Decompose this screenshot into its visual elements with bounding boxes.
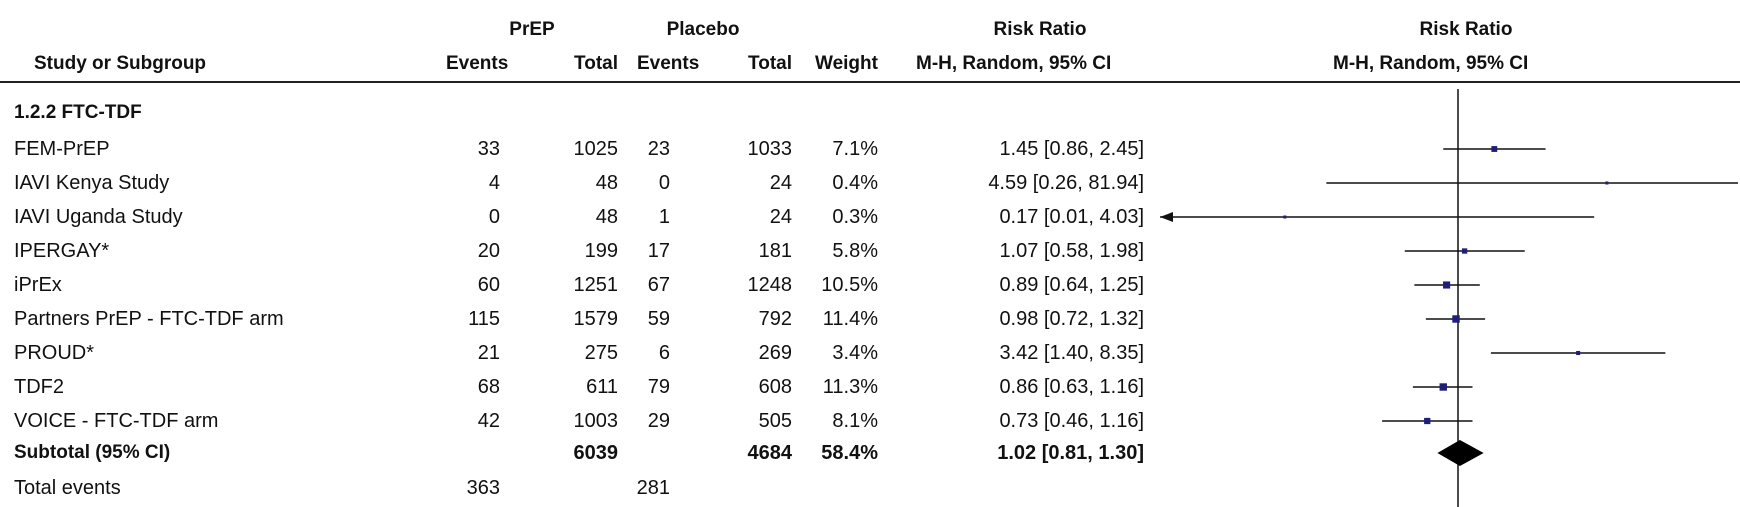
placebo-events: 29 [647,410,670,432]
effect-marker [1491,146,1498,152]
prep-total: 1251 [573,274,619,296]
prep-events: 33 [477,138,500,160]
study-weight: 5.8% [832,240,878,262]
study-weight: 7.1% [832,138,878,160]
prep-events: 60 [477,274,500,296]
study-name: PROUD* [14,342,95,364]
prep-events: 4 [488,172,500,194]
effect-marker [1461,248,1468,254]
subgroup-label: 1.2.2 FTC-TDF [14,102,142,123]
study-name: Partners PrEP - FTC-TDF arm [14,308,284,330]
study-name: TDF2 [14,376,64,398]
study-ci: 1.45 [0.86, 2.45] [999,138,1144,160]
prep-events: 115 [468,308,500,330]
ci-method-header: M-H, Random, 95% CI [916,53,1112,74]
placebo-events: 6 [658,342,670,364]
risk-ratio-plot-header: Risk Ratio [1419,19,1513,40]
ci-arrow-left [1160,212,1173,222]
effect-marker [1576,350,1581,356]
study-name: IAVI Kenya Study [14,172,170,194]
study-weight: 3.4% [832,342,878,364]
placebo-total: 792 [758,308,792,330]
weight-header: Weight [815,53,878,74]
subtotal-prep-total: 6039 [573,442,619,464]
placebo-events: 17 [647,240,670,262]
subtotal-weight: 58.4% [821,442,878,464]
prep-total: 611 [586,376,618,398]
study-name: IAVI Uganda Study [14,206,183,228]
study-name: FEM-PrEP [14,138,110,160]
placebo-total: 608 [758,376,792,398]
placebo-events: 1 [658,206,670,228]
placebo-group-header: Placebo [666,19,740,40]
placebo-events-header: Events [637,53,700,74]
study-ci: 1.07 [0.58, 1.98] [999,240,1144,262]
prep-total: 48 [595,172,618,194]
plot-method-header: M-H, Random, 95% CI [1333,53,1529,74]
pooled-diamond [1437,440,1484,466]
placebo-total: 24 [769,172,792,194]
prep-total: 1003 [573,410,619,432]
placebo-events: 59 [647,308,670,330]
prep-total-header: Total [574,53,618,74]
subtotal-ci: 1.02 [0.81, 1.30] [997,442,1144,464]
effect-marker [1605,181,1609,185]
risk-ratio-header: Risk Ratio [993,19,1087,40]
total-events-placebo: 281 [636,477,670,499]
effect-marker [1443,281,1451,289]
study-name: IPERGAY* [14,240,110,262]
study-weight: 0.4% [832,172,878,194]
study-name: VOICE - FTC-TDF arm [14,410,219,432]
study-name: iPrEx [14,274,62,296]
placebo-events: 79 [647,376,670,398]
study-ci: 3.42 [1.40, 8.35] [999,342,1144,364]
placebo-total: 505 [758,410,792,432]
study-weight: 8.1% [832,410,878,432]
placebo-total: 1033 [747,138,793,160]
prep-group-header: PrEP [509,19,555,40]
header-rule [0,81,1740,83]
subtotal-placebo-total: 4684 [747,442,793,464]
study-ci: 0.17 [0.01, 4.03] [999,206,1144,228]
placebo-total: 24 [769,206,792,228]
prep-events: 68 [477,376,500,398]
study-ci: 0.86 [0.63, 1.16] [999,376,1144,398]
prep-total: 48 [595,206,618,228]
placebo-total: 269 [758,342,792,364]
prep-events: 21 [477,342,500,364]
prep-total: 275 [584,342,618,364]
study-ci: 0.89 [0.64, 1.25] [999,274,1144,296]
placebo-events: 23 [647,138,670,160]
total-events-label: Total events [14,477,121,499]
study-ci: 0.98 [0.72, 1.32] [999,308,1144,330]
effect-marker [1424,417,1431,425]
study-column-header: Study or Subgroup [34,53,207,74]
placebo-events: 0 [658,172,670,194]
study-ci: 0.73 [0.46, 1.16] [999,410,1144,432]
prep-events: 20 [477,240,500,262]
effect-marker [1283,215,1287,219]
placebo-total-header: Total [748,53,792,74]
prep-total: 1025 [573,138,619,160]
total-events-prep: 363 [466,477,500,499]
study-weight: 10.5% [821,274,878,296]
study-weight: 11.3% [822,376,878,398]
placebo-events: 67 [647,274,670,296]
placebo-total: 1248 [747,274,793,296]
effect-marker [1439,383,1447,391]
effect-marker [1452,315,1460,323]
prep-total: 199 [584,240,618,262]
placebo-total: 181 [758,240,792,262]
study-ci: 4.59 [0.26, 81.94] [988,172,1144,194]
prep-events-header: Events [446,53,509,74]
prep-total: 1579 [573,308,619,330]
prep-events: 42 [477,410,500,432]
study-weight: 0.3% [832,206,878,228]
study-weight: 11.4% [822,308,878,330]
subtotal-label: Subtotal (95% CI) [14,442,171,463]
prep-events: 0 [488,206,500,228]
